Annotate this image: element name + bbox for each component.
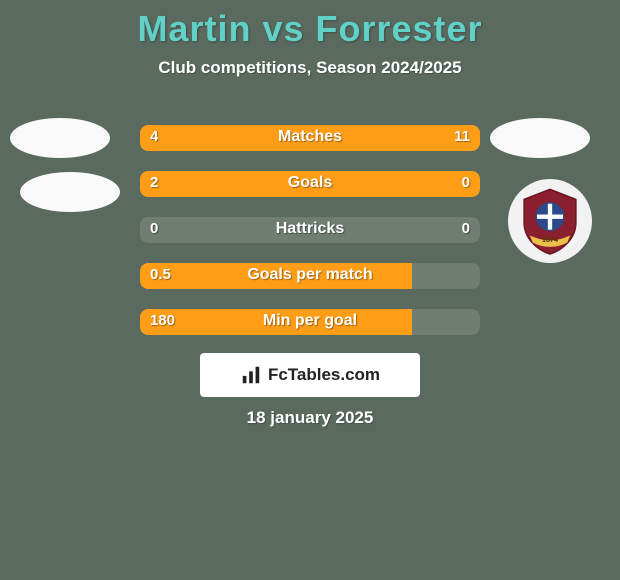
crest-year: 1874 [542, 235, 558, 244]
bar-label: Goals per match [140, 266, 480, 284]
bar-label: Hattricks [140, 220, 480, 238]
comparison-card: Martin vs Forrester Club competitions, S… [0, 0, 620, 580]
bar-label: Goals [140, 174, 480, 192]
stat-row: 00Hattricks [140, 217, 480, 243]
bar-chart-icon [240, 364, 262, 386]
bar-label: Matches [140, 128, 480, 146]
date-label: 18 january 2025 [0, 408, 620, 428]
player-left-avatar-1 [10, 118, 110, 158]
stat-row: 180Min per goal [140, 309, 480, 335]
branding-text: FcTables.com [268, 365, 380, 385]
bar-label: Min per goal [140, 312, 480, 330]
club-crest: 1874 [508, 179, 592, 263]
comparison-bars: 411Matches 20Goals 00Hattricks 0.5Goals per… [140, 125, 480, 355]
player-right-avatar-1 [490, 118, 590, 158]
shield-icon: 1874 [514, 185, 586, 257]
branding[interactable]: FcTables.com [200, 353, 420, 397]
stat-row: 411Matches [140, 125, 480, 151]
player-left-avatar-2 [20, 172, 120, 212]
stat-row: 20Goals [140, 171, 480, 197]
subtitle: Club competitions, Season 2024/2025 [0, 58, 620, 78]
page-title: Martin vs Forrester [0, 0, 620, 50]
stat-row: 0.5Goals per match [140, 263, 480, 289]
